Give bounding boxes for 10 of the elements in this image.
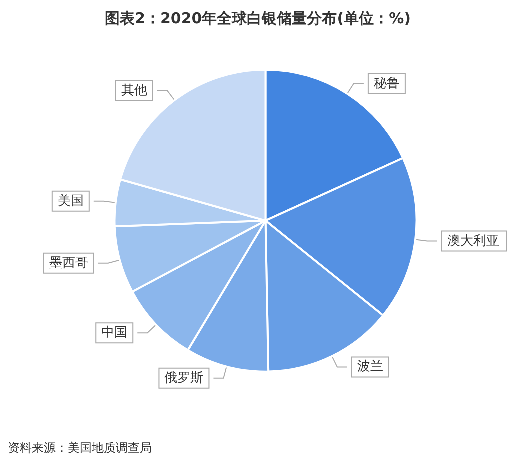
slice-label: 澳大利亚 bbox=[447, 234, 500, 249]
slice-label: 其他 bbox=[121, 83, 148, 98]
slice-label: 波兰 bbox=[357, 360, 384, 375]
slice-label: 美国 bbox=[58, 192, 84, 209]
slice-label: 中国 bbox=[102, 326, 128, 341]
slice-label: 俄罗斯 bbox=[164, 370, 204, 386]
chart-title: 图表2：2020年全球白银储量分布(单位：%) bbox=[105, 10, 411, 28]
text: 资料来源：美国地质调查局 bbox=[8, 441, 152, 455]
slice-label: 墨西哥 bbox=[49, 256, 88, 271]
slice-label: 秘鲁 bbox=[374, 76, 400, 92]
